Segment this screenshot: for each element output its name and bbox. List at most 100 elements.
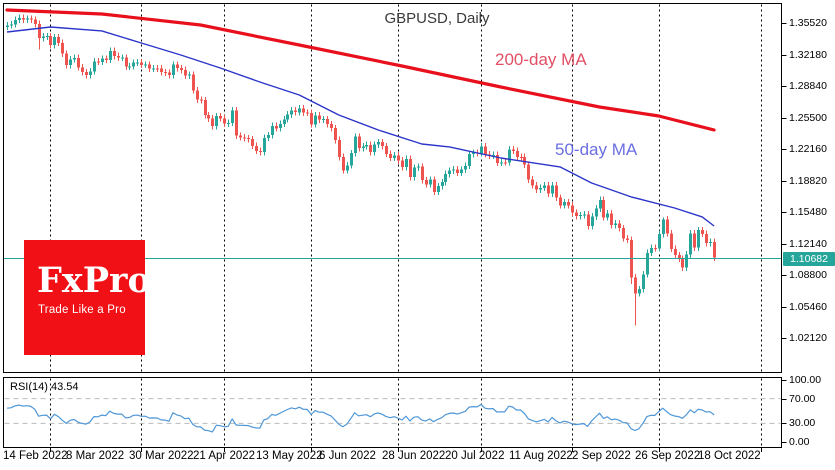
candle-up [689,233,692,255]
candle-down [318,115,321,120]
candle-down [247,138,250,140]
candle-up [606,213,609,218]
candle-up [500,162,503,164]
main-panel-border [3,3,782,373]
candle-up [53,37,56,45]
current-price-badge: 1.10682 [783,251,835,266]
candle-up [290,110,293,115]
candle-down [330,124,333,129]
candle-up [492,154,495,156]
candle-down [117,56,120,58]
candle-down [496,154,499,163]
date-label: 6 Jun 2022 [319,450,376,462]
candle-down [547,185,550,194]
price-axis-label: 1.32180 [789,49,827,61]
price-axis-label: 1.08800 [789,269,827,281]
candle-down [512,149,515,151]
candle-up [595,208,598,217]
candle-up [452,169,455,171]
candle-down [342,157,345,171]
price-axis-label: 1.22160 [789,143,827,155]
fxpro-tagline: Trade Like a Pro [38,304,126,316]
candle-up [73,57,76,60]
date-label: 21 Apr 2022 [193,450,256,462]
candle-down [259,150,262,153]
candle-up [109,50,112,60]
candle-down [180,68,183,70]
candle-up [132,62,135,67]
price-axis-label: 1.28840 [789,80,827,92]
candle-down [555,185,558,198]
candle-down [401,160,404,168]
candle-down [425,180,428,185]
candle-up [172,64,175,76]
candle-down [610,213,613,225]
candle-down [105,58,108,60]
candle-up [10,24,13,26]
candle-down [381,142,384,147]
candle-up [468,154,471,166]
candle-up [42,36,45,39]
candle-down [701,230,704,234]
price-axis-label: 1.15480 [789,206,827,218]
candle-up [128,66,131,68]
candle-up [6,25,9,27]
candle-up [346,165,349,171]
candle-down [77,57,80,68]
candle-down [705,233,708,243]
candle-down [38,24,41,39]
candle-up [429,179,432,185]
candle-down [634,277,637,294]
candle-up [614,223,617,225]
candle-up [393,155,396,158]
candle-up [362,146,365,149]
candle-down [34,19,37,24]
candle-up [14,19,17,25]
candle-down [516,150,519,157]
date-label: 13 May 2022 [256,450,323,462]
date-label: 28 Jun 2022 [382,450,446,462]
candle-down [523,157,526,165]
candle-down [338,140,341,158]
candle-down [433,179,436,192]
candle-down [409,158,412,178]
candle-up [279,123,282,129]
candle-down [251,139,254,146]
candle-down [520,156,523,158]
candle-down [527,164,530,180]
candle-down [306,112,309,114]
candle-down [670,233,673,249]
rsi-indicator-label: RSI(14) 43.54 [10,381,79,393]
date-label: 8 Mar 2022 [66,450,125,462]
candle-down [575,212,578,217]
candle-down [164,72,167,74]
candle-up [298,108,301,113]
candle-down [239,135,242,138]
candle-up [417,166,420,168]
candle-down [140,62,143,65]
chart-title: GBPUSD, Daily [384,10,490,27]
candle-up [642,274,645,289]
candle-down [587,214,590,227]
candle-down [192,74,195,91]
candle-down [125,57,128,67]
ma50-line [6,26,715,227]
candle-down [326,119,329,125]
candle-down [61,42,64,54]
fxpro-brand-text: FxPro [37,260,151,301]
candle-down [160,68,163,73]
candle-down [389,153,392,158]
candle-down [168,72,171,76]
price-axis-label: 1.25500 [789,112,827,124]
candle-down [207,115,210,119]
candle-down [567,202,570,206]
candle-up [144,64,147,66]
candle-down [535,185,538,190]
candle-up [405,158,408,168]
candle-up [46,36,49,38]
ma200-label: 200-day MA [495,50,587,69]
date-label: 11 Aug 2022 [509,450,573,462]
candle-down [176,64,179,69]
